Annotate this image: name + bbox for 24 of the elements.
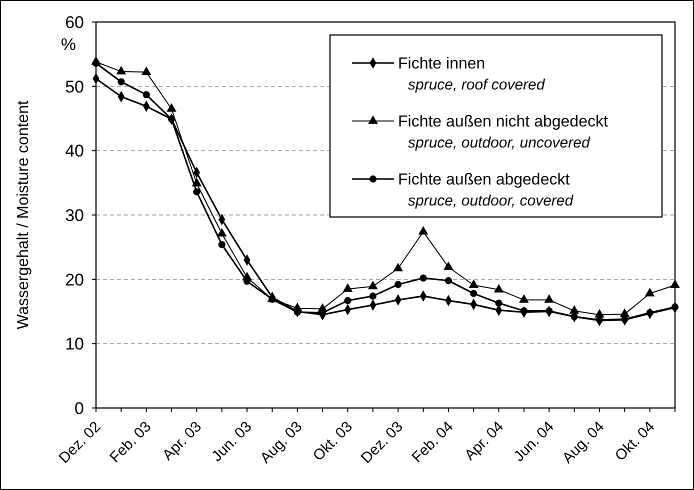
- y-tick-label: 30: [65, 206, 84, 225]
- x-tick-label: Dez. 02: [56, 418, 104, 467]
- y-tick-label: 10: [65, 334, 84, 354]
- x-tick-label: Okt. 04: [612, 418, 658, 464]
- y-tick-label: 20: [65, 270, 84, 290]
- x-tick-label: Apr. 04: [461, 418, 508, 464]
- x-tick-label: Feb. 03: [106, 418, 155, 466]
- x-tick-label: Aug. 03: [257, 418, 306, 467]
- y-tick-label: 60: [65, 12, 84, 32]
- x-tick-label: Okt. 03: [310, 418, 356, 464]
- y-axis-title: Wassergehalt / Moisture content: [15, 100, 32, 330]
- x-tick-label: Dez. 03: [358, 418, 406, 467]
- x-tick-label: Aug. 04: [559, 418, 608, 467]
- legend-label: Fichte innen spruce, roof covered: [398, 56, 546, 94]
- y-tick-label: 50: [65, 77, 84, 96]
- x-tick-label: Feb. 04: [408, 418, 457, 466]
- legend-label: Fichte außen abgedeckt spruce, outdoor, covered: [398, 172, 574, 210]
- x-tick-label: Jun. 04: [510, 418, 558, 466]
- text: %: [60, 35, 76, 54]
- x-tick-label: Apr. 03: [159, 418, 205, 464]
- y-tick-label: 40: [65, 142, 84, 161]
- y-tick-label: 0: [74, 398, 84, 418]
- x-tick-label: Jun. 03: [208, 418, 256, 466]
- legend-label: Fichte außen nicht abgedeckt spruce, outdoor, uncovered: [398, 114, 608, 152]
